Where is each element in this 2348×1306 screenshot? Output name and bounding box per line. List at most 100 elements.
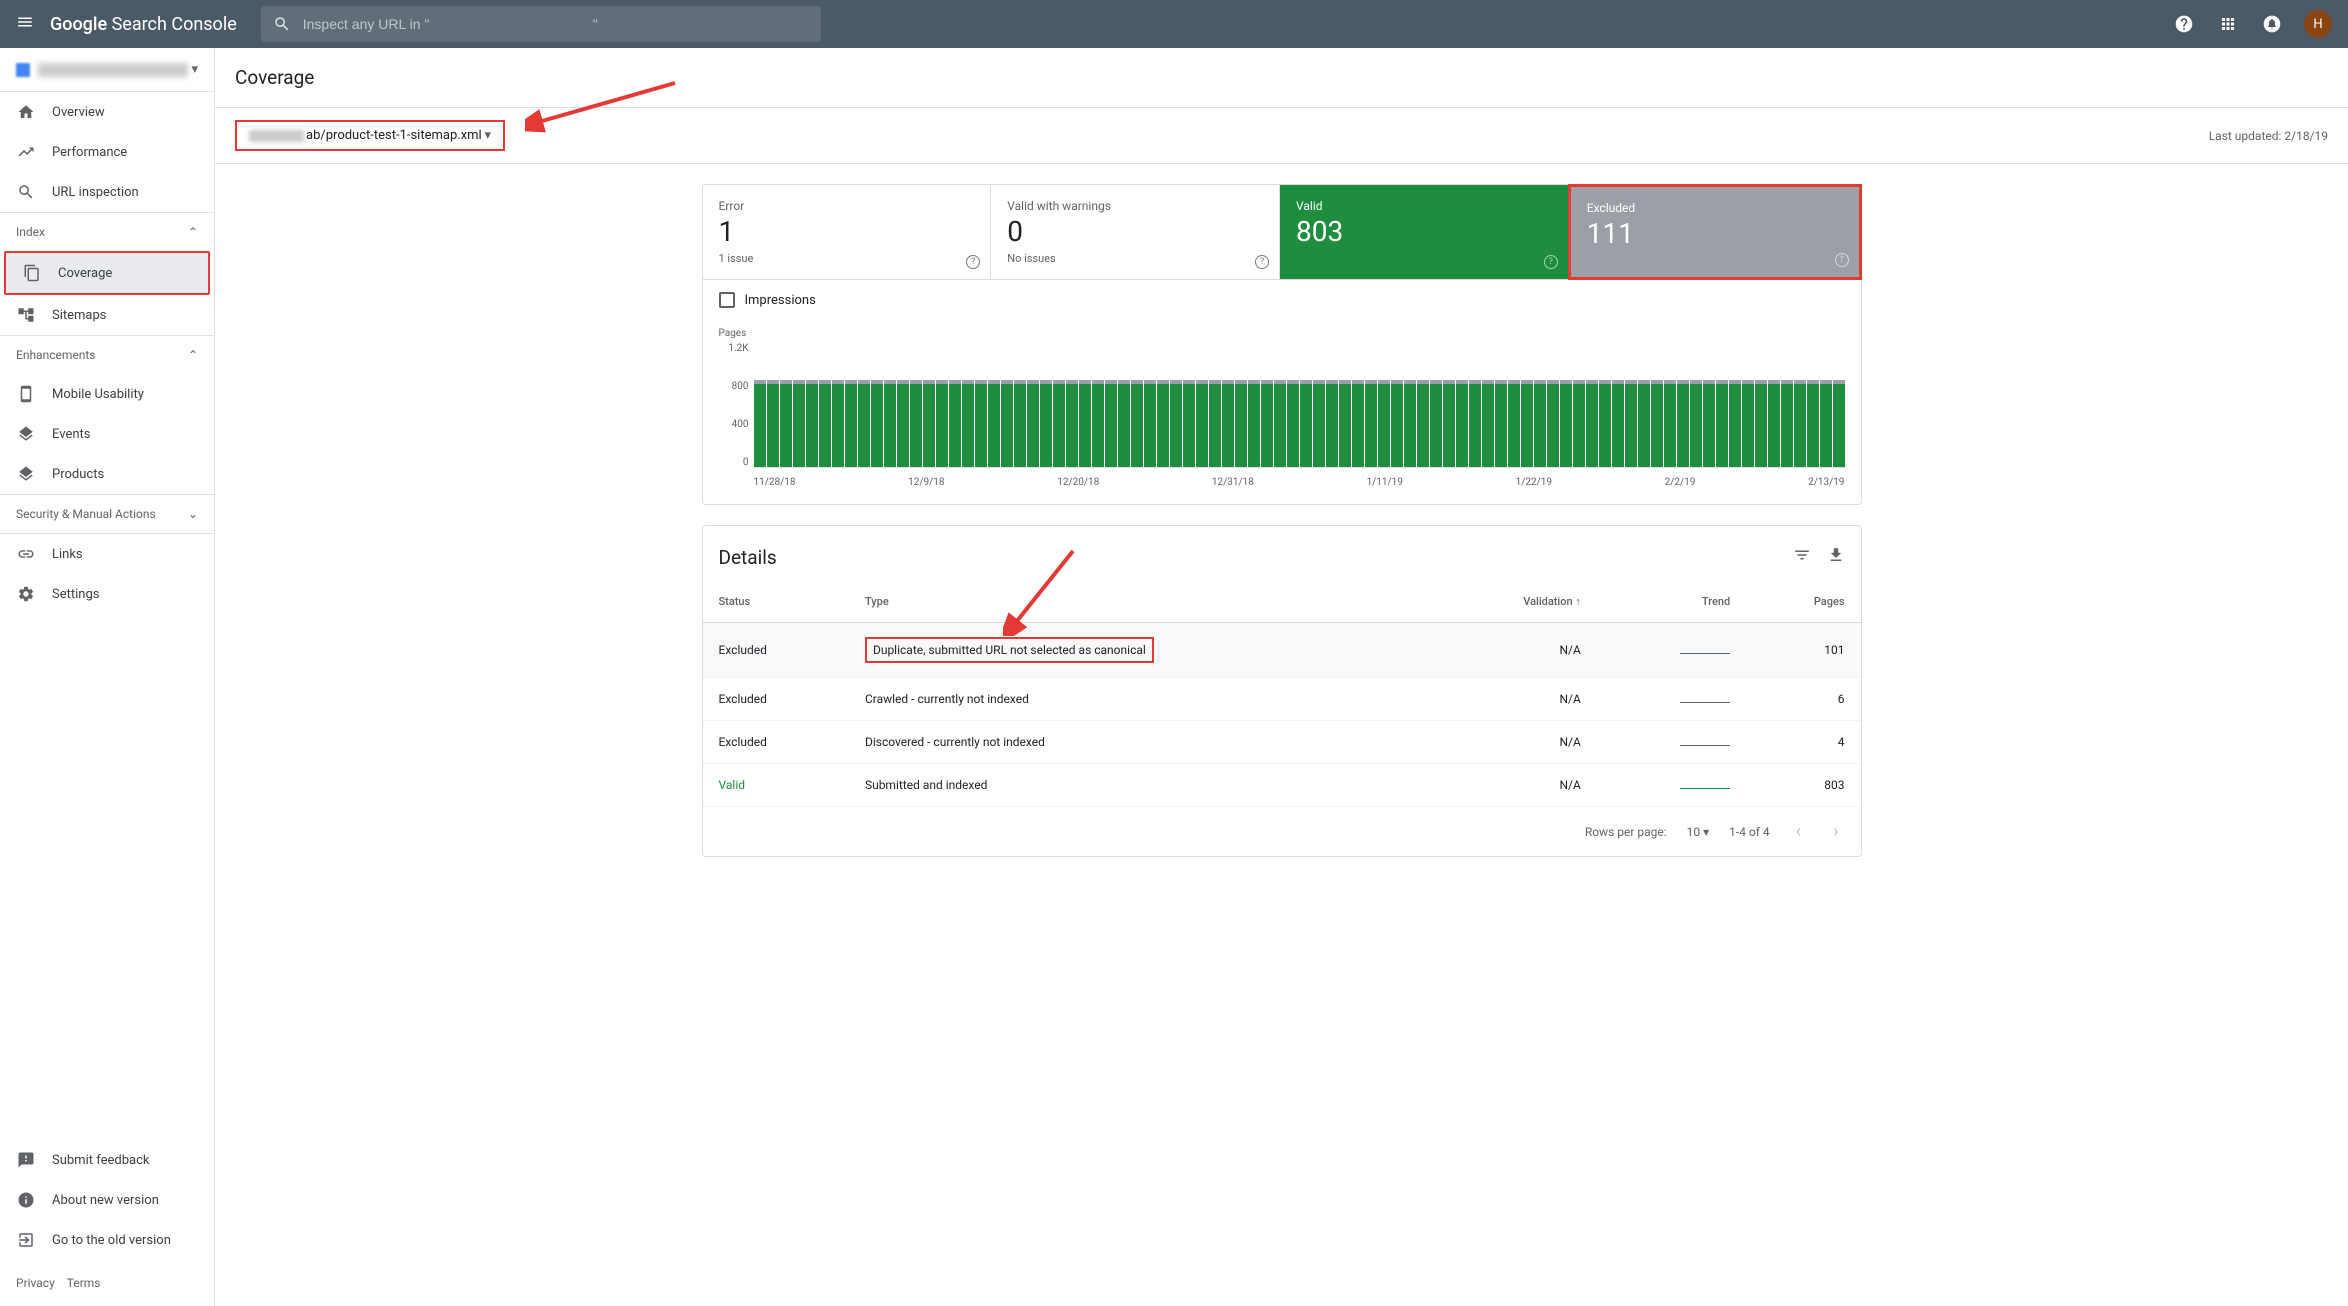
- nav-item-links[interactable]: Links: [0, 534, 214, 574]
- nav-item-events[interactable]: Events: [0, 414, 214, 454]
- nav-label: Go to the old version: [52, 1233, 171, 1248]
- app-header: Google Search Console H: [0, 0, 2348, 48]
- stat-valid[interactable]: Valid 803 ?: [1280, 185, 1569, 279]
- nav-item-sitemaps[interactable]: Sitemaps: [0, 295, 214, 335]
- nav-section-index[interactable]: Index⌃: [0, 212, 214, 251]
- filter-text: ab/product-test-1-sitemap.xml: [306, 128, 482, 143]
- help-icon[interactable]: ?: [966, 255, 980, 269]
- nav-item-go-to-the-old-version[interactable]: Go to the old version: [0, 1220, 214, 1260]
- home-icon: [16, 102, 36, 122]
- details-row[interactable]: ExcludedCrawled - currently not indexedN…: [703, 678, 1861, 721]
- chevron-up-icon: ⌃: [188, 225, 198, 239]
- details-row[interactable]: ExcludedDiscovered - currently not index…: [703, 721, 1861, 764]
- nav-label: URL inspection: [52, 185, 139, 200]
- search-icon: [16, 182, 36, 202]
- stat-sub: 1 issue: [719, 252, 975, 265]
- help-icon[interactable]: ?: [1255, 255, 1269, 269]
- gear-icon: [16, 584, 36, 604]
- mobile-icon: [16, 384, 36, 404]
- notifications-icon[interactable]: [2260, 12, 2284, 36]
- nav-item-overview[interactable]: Overview: [0, 92, 214, 132]
- next-page-button[interactable]: ›: [1827, 821, 1844, 842]
- nav-section-enhancements[interactable]: Enhancements⌃: [0, 335, 214, 374]
- stat-sub: No issues: [1007, 252, 1263, 265]
- details-table: Status Type Validation ↑ Trend Pages Exc…: [703, 581, 1861, 807]
- stat-label: Valid: [1296, 199, 1552, 213]
- user-avatar[interactable]: H: [2304, 10, 2332, 38]
- nav-label: Performance: [52, 145, 127, 160]
- terms-link[interactable]: Terms: [67, 1276, 101, 1290]
- nav-section-security[interactable]: Security & Manual Actions⌄: [0, 494, 214, 533]
- chevron-up-icon: ⌃: [188, 348, 198, 362]
- nav-item-about-new-version[interactable]: About new version: [0, 1180, 214, 1220]
- details-title: Details: [719, 546, 777, 569]
- col-validation[interactable]: Validation ↑: [1434, 581, 1597, 623]
- help-icon[interactable]: ?: [1544, 255, 1558, 269]
- details-row[interactable]: ValidSubmitted and indexedN/A803: [703, 764, 1861, 807]
- nav-item-submit-feedback[interactable]: Submit feedback: [0, 1140, 214, 1180]
- nav-label: Links: [52, 547, 83, 562]
- prev-page-button[interactable]: ‹: [1790, 821, 1807, 842]
- filter-icon[interactable]: [1793, 546, 1811, 569]
- rows-per-page-select[interactable]: 10 ▾: [1687, 825, 1710, 839]
- chevron-down-icon: ▾: [484, 128, 491, 143]
- nav-item-settings[interactable]: Settings: [0, 574, 214, 614]
- help-icon[interactable]: [2172, 12, 2196, 36]
- nav-label: Overview: [52, 105, 105, 120]
- last-updated: Last updated: 2/18/19: [2209, 129, 2328, 143]
- footer-links: Privacy Terms: [0, 1260, 214, 1306]
- sitemap-icon: [16, 305, 36, 325]
- nav-item-performance[interactable]: Performance: [0, 132, 214, 172]
- page-title: Coverage: [235, 66, 2328, 89]
- nav-label: Coverage: [58, 266, 112, 281]
- nav-item-products[interactable]: Products: [0, 454, 214, 494]
- impressions-checkbox[interactable]: [719, 292, 735, 308]
- details-card: Details Status Type Validation ↑ Trend P…: [702, 525, 1862, 857]
- coverage-chart: Pages 1.2K8004000 11/28/1812/9/1812/20/1…: [703, 320, 1861, 504]
- col-pages: Pages: [1746, 581, 1860, 623]
- sidebar: ▾ Overview Performance URL inspection Inde…: [0, 48, 215, 1306]
- impressions-toggle-row: Impressions: [703, 279, 1861, 320]
- property-selector[interactable]: ▾: [0, 48, 214, 92]
- hamburger-icon[interactable]: [16, 13, 34, 35]
- link-icon: [16, 544, 36, 564]
- rows-per-page-label: Rows per page:: [1585, 825, 1667, 839]
- pagination: Rows per page: 10 ▾ 1-4 of 4 ‹ ›: [703, 807, 1861, 856]
- nav-item-coverage[interactable]: Coverage: [4, 251, 210, 295]
- stat-warning[interactable]: Valid with warnings 0 No issues ?: [991, 185, 1280, 279]
- details-row[interactable]: ExcludedDuplicate, submitted URL not sel…: [703, 623, 1861, 678]
- impressions-label: Impressions: [745, 293, 816, 308]
- info-icon: [16, 1190, 36, 1210]
- help-icon[interactable]: ?: [1835, 253, 1849, 267]
- url-inspect-search[interactable]: [261, 6, 821, 42]
- nav-label: Submit feedback: [52, 1153, 149, 1168]
- stat-value: 803: [1296, 215, 1552, 248]
- nav-item-url-inspection[interactable]: URL inspection: [0, 172, 214, 212]
- stat-value: 1: [719, 215, 975, 248]
- feedback-icon: [16, 1150, 36, 1170]
- stat-error[interactable]: Error 1 1 issue ?: [703, 185, 992, 279]
- stat-label: Valid with warnings: [1007, 199, 1263, 213]
- stat-excluded[interactable]: Excluded 111 ?: [1568, 184, 1862, 280]
- nav-item-mobile-usability[interactable]: Mobile Usability: [0, 374, 214, 414]
- stat-value: 111: [1587, 217, 1843, 250]
- nav-label: Mobile Usability: [52, 387, 144, 402]
- chevron-down-icon: ▾: [191, 62, 198, 77]
- sitemap-filter-dropdown[interactable]: ab/product-test-1-sitemap.xml ▾: [235, 120, 505, 151]
- chevron-down-icon: ⌄: [188, 507, 198, 521]
- download-icon[interactable]: [1827, 546, 1845, 569]
- copy-icon: [22, 263, 42, 283]
- trending-icon: [16, 142, 36, 162]
- apps-icon[interactable]: [2216, 12, 2240, 36]
- url-inspect-input[interactable]: [303, 16, 809, 32]
- stat-label: Error: [719, 199, 975, 213]
- nav-label: Events: [52, 427, 90, 442]
- nav-label: About new version: [52, 1193, 159, 1208]
- main-content: Coverage ab/product-test-1-sitemap.xml ▾…: [215, 48, 2348, 1306]
- page-header: Coverage: [215, 48, 2348, 108]
- privacy-link[interactable]: Privacy: [16, 1276, 55, 1290]
- col-type: Type: [849, 581, 1434, 623]
- stat-label: Excluded: [1587, 201, 1843, 215]
- col-trend: Trend: [1597, 581, 1746, 623]
- coverage-summary-card: Error 1 1 issue ? Valid with warnings 0 …: [702, 184, 1862, 505]
